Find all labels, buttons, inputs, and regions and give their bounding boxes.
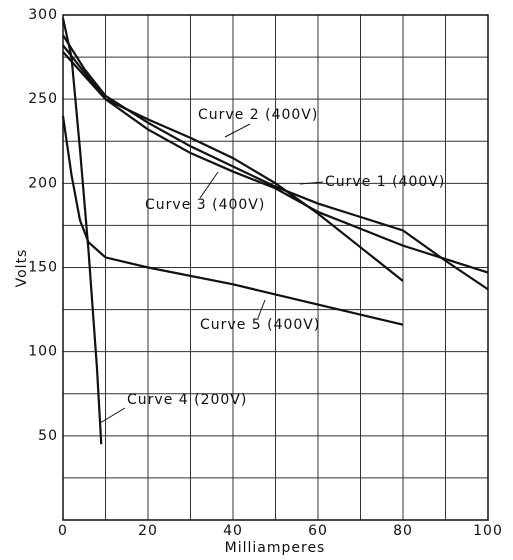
x-tick-label: 40 [223,523,243,539]
x-tick-label: 0 [58,523,68,539]
y-tick-label: 50 [38,428,58,444]
curve [61,18,103,445]
x-axis-label: Milliamperes [225,540,326,556]
leader-line [99,407,126,424]
curve [62,34,489,291]
x-tick-label: 100 [473,523,503,539]
leader-line [224,123,251,138]
y-tick-label: 300 [28,7,58,23]
curve-label: Curve 5 (400V) [200,317,320,333]
curve-label: Curve 3 (400V) [145,197,265,213]
curve-label: Curve 2 (400V) [198,107,318,123]
y-tick-label: 250 [28,91,58,107]
curve [62,44,404,282]
x-tick-label: 80 [393,523,413,539]
x-tick-label: 60 [308,523,328,539]
y-tick-label: 200 [28,175,58,191]
plot-frame [62,14,489,521]
leader-line [257,299,266,319]
curve [62,51,489,274]
leader-line [299,181,324,185]
curve-label: Curve 4 (200V) [127,392,247,408]
leader-line [199,171,219,199]
y-axis-label: Volts [14,249,30,288]
y-tick-label: 150 [28,260,58,276]
curve [61,115,404,326]
y-tick-label: 100 [28,344,58,360]
curve-label: Curve 1 (400V) [325,174,445,190]
x-tick-label: 20 [138,523,158,539]
